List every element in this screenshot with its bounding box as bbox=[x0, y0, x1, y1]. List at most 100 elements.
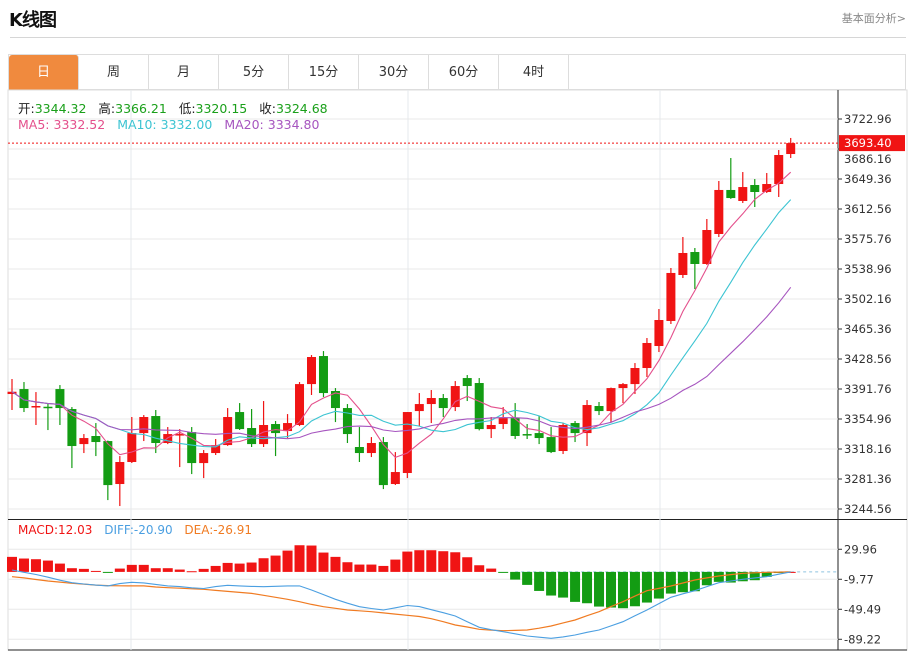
candle-body bbox=[522, 434, 532, 436]
y-tick-label: 3612.56 bbox=[844, 202, 892, 216]
macd-bar bbox=[258, 558, 269, 572]
candle-body bbox=[594, 406, 604, 412]
tab-week[interactable]: 周 bbox=[79, 55, 149, 90]
candle bbox=[103, 440, 113, 501]
macd-bar bbox=[582, 571, 593, 604]
y-tick-label: 3391.76 bbox=[844, 382, 892, 396]
candle-body bbox=[546, 437, 556, 453]
macd-bar bbox=[749, 571, 760, 581]
y-tick-label: 3538.96 bbox=[844, 262, 892, 276]
macd-bar bbox=[390, 559, 401, 572]
candle bbox=[402, 412, 412, 479]
macd-bar bbox=[414, 550, 425, 572]
tab-month[interactable]: 月 bbox=[149, 55, 219, 90]
macd-bar bbox=[438, 551, 449, 572]
diff-value: -20.90 bbox=[133, 523, 173, 537]
close-label: 收: bbox=[259, 101, 276, 116]
candle bbox=[283, 414, 293, 439]
candle-body bbox=[666, 272, 676, 321]
candle-body bbox=[762, 184, 772, 193]
fundamental-analysis-link[interactable]: 基本面分析> bbox=[841, 12, 906, 25]
macd-bar bbox=[42, 560, 53, 572]
candle-body bbox=[378, 442, 388, 486]
candle-body bbox=[618, 384, 628, 389]
candle bbox=[139, 415, 149, 442]
macd-bar bbox=[294, 545, 305, 572]
candle-body bbox=[127, 433, 137, 463]
candle bbox=[522, 424, 532, 440]
candle bbox=[606, 387, 616, 423]
dea-label: DEA: bbox=[184, 523, 214, 537]
macd-bar bbox=[474, 565, 485, 572]
candle bbox=[642, 338, 652, 377]
macd-bar bbox=[234, 563, 245, 572]
candle-body bbox=[259, 425, 269, 445]
candle bbox=[235, 403, 245, 430]
macd-panel bbox=[7, 545, 838, 639]
low-label: 低: bbox=[178, 101, 196, 116]
candle bbox=[618, 383, 628, 404]
y-tick-label: 3722.96 bbox=[844, 112, 892, 126]
tab-15min[interactable]: 15分 bbox=[289, 55, 359, 90]
macd-bar bbox=[402, 551, 413, 572]
candle-body bbox=[714, 189, 724, 234]
candle-body bbox=[474, 383, 484, 430]
candle-body bbox=[726, 189, 736, 199]
macd-legend: MACD:12.03 DIFF:-20.90 DEA:-26.91 bbox=[18, 523, 252, 537]
macd-bar bbox=[510, 571, 521, 580]
macd-bar bbox=[7, 556, 17, 572]
page-title: K线图 bbox=[9, 10, 57, 31]
candle-body bbox=[702, 230, 712, 264]
ma20-value: 3334.80 bbox=[267, 117, 320, 132]
last-price-badge bbox=[839, 135, 905, 152]
candle bbox=[582, 400, 592, 447]
candle-body bbox=[486, 425, 496, 430]
candle bbox=[570, 421, 580, 443]
candles bbox=[7, 137, 796, 507]
macd-bar bbox=[594, 571, 605, 607]
candle bbox=[330, 388, 340, 423]
candle-body bbox=[43, 406, 53, 409]
tab-30min[interactable]: 30分 bbox=[359, 55, 429, 90]
y-tick-label: 3465.36 bbox=[844, 322, 892, 336]
candle-body bbox=[91, 436, 101, 443]
candle-body bbox=[774, 155, 784, 185]
ohlc-legend: 开:3344.32 高:3366.21 低:3320.15 收:3324.68 bbox=[18, 98, 336, 117]
macd-bar bbox=[210, 565, 221, 572]
high-label: 高: bbox=[98, 101, 116, 116]
candle bbox=[199, 450, 209, 479]
candle-body bbox=[55, 389, 65, 409]
macd-bar bbox=[66, 568, 77, 572]
candle bbox=[450, 381, 460, 412]
candle-body bbox=[582, 405, 592, 434]
macd-bar bbox=[522, 571, 533, 585]
open-label: 开: bbox=[18, 101, 35, 116]
tab-day[interactable]: 日 bbox=[9, 55, 79, 90]
candle bbox=[726, 158, 736, 199]
macd-bar bbox=[126, 564, 137, 572]
tab-5min[interactable]: 5分 bbox=[219, 55, 289, 90]
candle-body bbox=[235, 412, 245, 430]
candle bbox=[151, 410, 161, 454]
candle bbox=[630, 363, 640, 395]
tab-60min[interactable]: 60分 bbox=[429, 55, 499, 90]
y-tick-label: 3318.16 bbox=[844, 442, 892, 456]
ma10-value: 3332.00 bbox=[160, 117, 213, 132]
macd-bar bbox=[270, 555, 281, 572]
macd-bar bbox=[54, 563, 65, 572]
candle bbox=[654, 308, 664, 353]
candle-body bbox=[438, 398, 448, 409]
candle bbox=[127, 417, 137, 463]
ma10-label: MA10: bbox=[117, 117, 157, 132]
candle bbox=[79, 434, 89, 454]
tab-4hour[interactable]: 4时 bbox=[499, 55, 569, 90]
candle-body bbox=[630, 368, 640, 385]
macd-bar bbox=[713, 571, 724, 582]
open-value: 3344.32 bbox=[34, 101, 87, 116]
macd-bar bbox=[78, 568, 89, 572]
candle bbox=[678, 237, 688, 279]
candle bbox=[426, 390, 436, 424]
candle-body bbox=[738, 187, 748, 201]
candle-body bbox=[558, 425, 568, 452]
